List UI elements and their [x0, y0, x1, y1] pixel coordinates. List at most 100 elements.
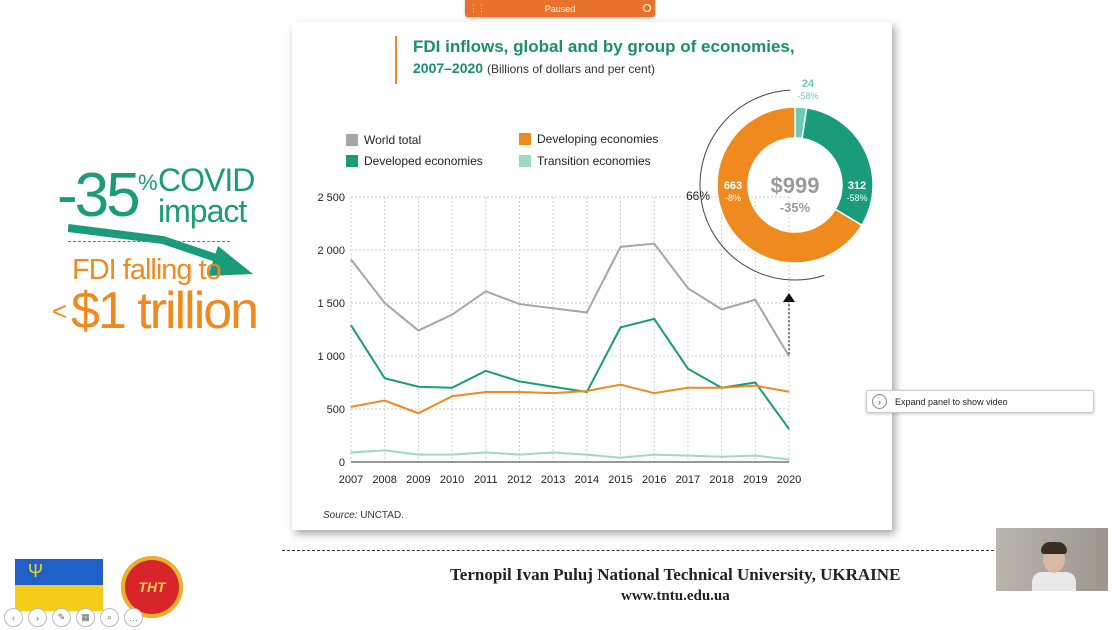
x-tick-label: 2010	[440, 474, 464, 486]
donut-share-label: 66%	[686, 189, 710, 203]
data-point-world	[620, 246, 622, 248]
drag-grip-icon[interactable]: ⋮⋮	[469, 3, 486, 13]
legend-item-transition: Transition economies	[519, 154, 651, 168]
university-name: Ternopil Ivan Puluj National Technical U…	[450, 565, 901, 584]
chart-subtitle: (Billions of dollars and per cent)	[486, 62, 656, 76]
data-point-world	[485, 290, 487, 292]
university-url[interactable]: www.tntu.edu.ua	[621, 588, 730, 604]
x-tick-label: 2015	[608, 474, 632, 486]
x-tick-label: 2013	[541, 474, 565, 486]
x-tick-label: 2016	[642, 474, 666, 486]
data-point-developed	[687, 368, 689, 370]
data-point-world	[552, 307, 554, 309]
data-point-developed	[552, 386, 554, 388]
source-label: Source:	[323, 510, 358, 521]
covid-impact-label: COVID impact	[158, 162, 255, 229]
more-options-icon[interactable]: …	[124, 608, 143, 627]
data-point-transition	[687, 455, 689, 457]
legend-label-developed: Developed economies	[364, 154, 483, 168]
x-tick-label: 2008	[372, 474, 396, 486]
chart-title-years: 2007–2020	[413, 60, 484, 76]
data-point-developed	[417, 386, 419, 388]
previous-slide-icon[interactable]: ‹	[4, 608, 23, 627]
chart-title: FDI inflows, global and by group of econ…	[413, 37, 795, 56]
data-point-developing	[620, 384, 622, 386]
data-point-developing	[417, 412, 419, 414]
y-tick-label: 0	[339, 457, 345, 469]
y-tick-label: 1 500	[317, 298, 345, 310]
next-slide-icon[interactable]: ›	[28, 608, 47, 627]
data-point-world	[687, 287, 689, 289]
series-line-developed	[350, 317, 790, 430]
data-point-developed	[451, 387, 453, 389]
covid-percent-sign: %	[138, 170, 158, 195]
fdi-falling-label: FDI falling to	[72, 254, 222, 286]
expand-panel-button[interactable]: › Expand panel to show video	[866, 390, 1094, 413]
legend-item-world: World total	[346, 133, 421, 147]
data-point-developing	[586, 390, 588, 392]
series-line-world	[350, 242, 790, 357]
legend-swatch-transition	[519, 155, 531, 167]
chart-title-line2: 2007–2020 (Billions of dollars and per c…	[413, 60, 655, 76]
y-tick-label: 1 000	[317, 351, 345, 363]
series-line-transition	[350, 449, 790, 461]
donut-change-developed: -58%	[846, 193, 867, 203]
zoom-icon[interactable]: ⌕	[100, 608, 119, 627]
donut-pointer-arrowhead	[783, 293, 795, 302]
data-point-transition	[552, 451, 554, 453]
donut-change-developing: -8%	[725, 193, 741, 203]
data-point-developing	[485, 391, 487, 393]
chart-source: Source: UNCTAD.	[323, 510, 404, 521]
data-point-transition	[754, 455, 756, 457]
paused-label: Paused	[544, 3, 576, 14]
data-point-developing	[552, 392, 554, 394]
data-point-developing	[451, 395, 453, 397]
data-point-transition	[485, 451, 487, 453]
donut-label-developing: 663	[724, 180, 742, 192]
data-point-developing	[788, 391, 790, 393]
slide-toolbar: ‹ › ✎ ▦ ⌕ …	[4, 608, 143, 627]
data-point-transition	[384, 449, 386, 451]
data-point-transition	[417, 454, 419, 456]
data-point-developing	[721, 387, 723, 389]
y-tick-label: 2 500	[317, 192, 345, 204]
record-icon[interactable]	[643, 4, 651, 12]
data-point-developing	[350, 406, 352, 408]
data-point-transition	[451, 454, 453, 456]
webcam-video[interactable]	[996, 528, 1108, 591]
data-point-world	[518, 303, 520, 305]
legend-label-transition: Transition economies	[537, 154, 651, 168]
data-point-world	[451, 314, 453, 316]
legend-swatch-developing	[519, 133, 531, 145]
chevron-right-icon: ›	[872, 394, 887, 409]
source-value: UNCTAD.	[360, 510, 404, 521]
presenter-body	[1032, 572, 1076, 591]
legend-swatch-world	[346, 134, 358, 146]
data-point-developed	[518, 380, 520, 382]
x-tick-label: 2007	[339, 474, 363, 486]
presenter-hair	[1041, 542, 1067, 554]
data-point-world	[653, 243, 655, 245]
data-point-transition	[518, 454, 520, 456]
down-trend-arrow-icon	[68, 224, 253, 276]
data-point-world	[350, 259, 352, 261]
slides-grid-icon[interactable]: ▦	[76, 608, 95, 627]
x-tick-label: 2017	[676, 474, 700, 486]
data-point-developing	[754, 385, 756, 387]
data-point-world	[721, 308, 723, 310]
expand-panel-label: Expand panel to show video	[895, 396, 1008, 407]
y-tick-label: 500	[327, 404, 345, 416]
x-tick-label: 2009	[406, 474, 430, 486]
paused-indicator[interactable]: ⋮⋮ Paused	[465, 0, 655, 17]
data-point-world	[417, 330, 419, 332]
data-point-developed	[620, 326, 622, 328]
legend-label-developing: Developing economies	[537, 132, 659, 146]
legend-label-world: World total	[364, 133, 422, 147]
pen-icon[interactable]: ✎	[52, 608, 71, 627]
donut-label-developed: 312	[848, 180, 866, 192]
data-point-developing	[687, 387, 689, 389]
donut-center-change: -35%	[780, 200, 811, 215]
data-point-developed	[653, 318, 655, 320]
